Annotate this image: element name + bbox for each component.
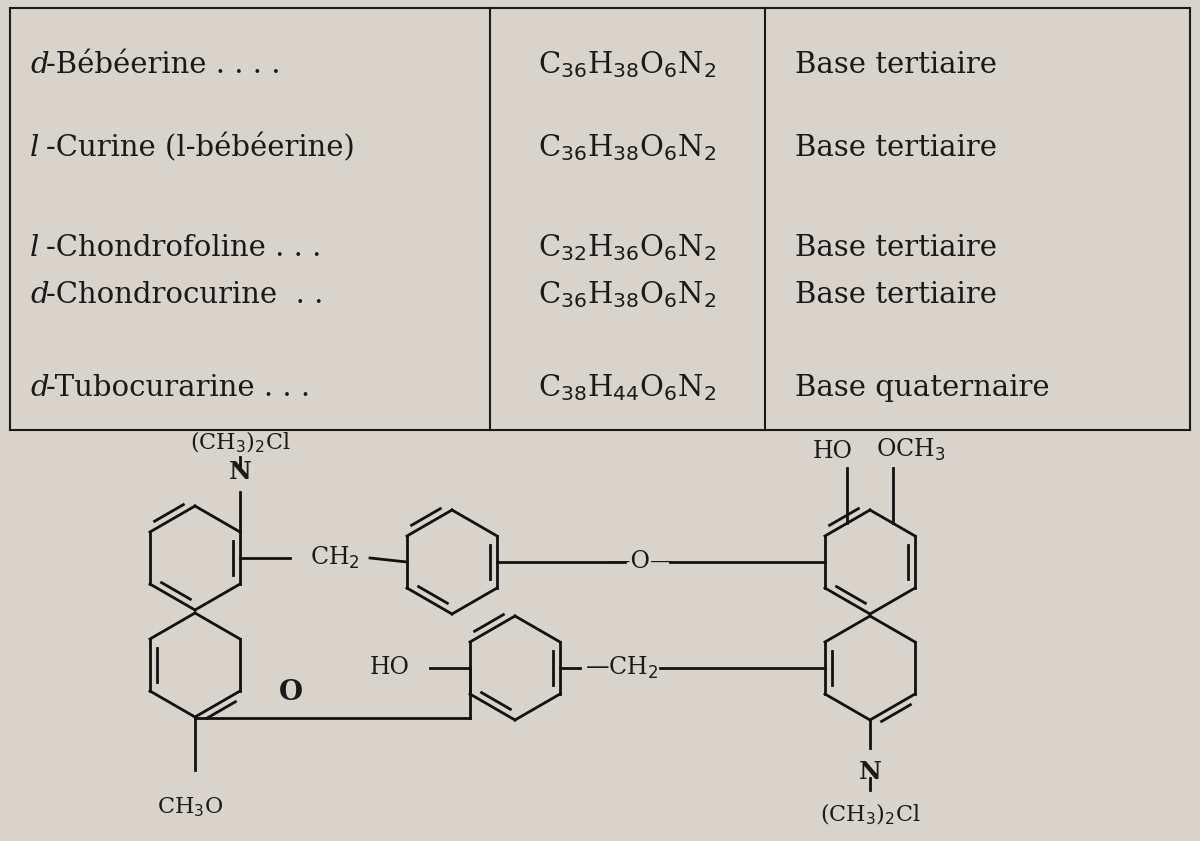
Text: d: d [30,281,49,309]
Text: l: l [30,234,40,262]
Text: CH$_2$: CH$_2$ [310,545,360,571]
Text: N: N [228,460,252,484]
Text: (CH$_3$)$_2$Cl: (CH$_3$)$_2$Cl [820,802,920,828]
Text: CH$_3$O: CH$_3$O [157,795,223,818]
Text: C$_{36}$H$_{38}$O$_{6}$N$_{2}$: C$_{36}$H$_{38}$O$_{6}$N$_{2}$ [539,279,716,310]
Text: N: N [858,760,882,784]
Text: d: d [30,51,49,79]
Text: l: l [30,134,40,162]
Text: C$_{36}$H$_{38}$O$_{6}$N$_{2}$: C$_{36}$H$_{38}$O$_{6}$N$_{2}$ [539,50,716,81]
Text: —O—: —O— [607,551,673,574]
Text: C$_{32}$H$_{36}$O$_{6}$N$_{2}$: C$_{32}$H$_{36}$O$_{6}$N$_{2}$ [539,233,716,263]
Text: —CH$_2$: —CH$_2$ [586,655,659,681]
Text: Base quaternaire: Base quaternaire [796,374,1050,402]
Text: d: d [30,374,49,402]
Text: C$_{38}$H$_{44}$O$_{6}$N$_{2}$: C$_{38}$H$_{44}$O$_{6}$N$_{2}$ [539,373,716,404]
Text: Base tertiaire: Base tertiaire [796,134,997,162]
Text: -Chondrocurine  . .: -Chondrocurine . . [46,281,323,309]
Text: -Bébéerine . . . .: -Bébéerine . . . . [46,51,281,79]
Text: -Curine (l-bébéerine): -Curine (l-bébéerine) [46,134,355,162]
Text: Base tertiaire: Base tertiaire [796,234,997,262]
Text: Base tertiaire: Base tertiaire [796,281,997,309]
Text: O: O [280,679,304,706]
Text: Base tertiaire: Base tertiaire [796,51,997,79]
Text: (CH$_3$)$_2$Cl: (CH$_3$)$_2$Cl [190,430,290,455]
Text: C$_{36}$H$_{38}$O$_{6}$N$_{2}$: C$_{36}$H$_{38}$O$_{6}$N$_{2}$ [539,133,716,163]
Text: OCH$_3$: OCH$_3$ [876,436,946,463]
Text: -Tubocurarine . . .: -Tubocurarine . . . [46,374,310,402]
Text: HO: HO [370,657,410,680]
Text: -Chondrofoline . . .: -Chondrofoline . . . [46,234,322,262]
Text: HO: HO [812,440,852,463]
